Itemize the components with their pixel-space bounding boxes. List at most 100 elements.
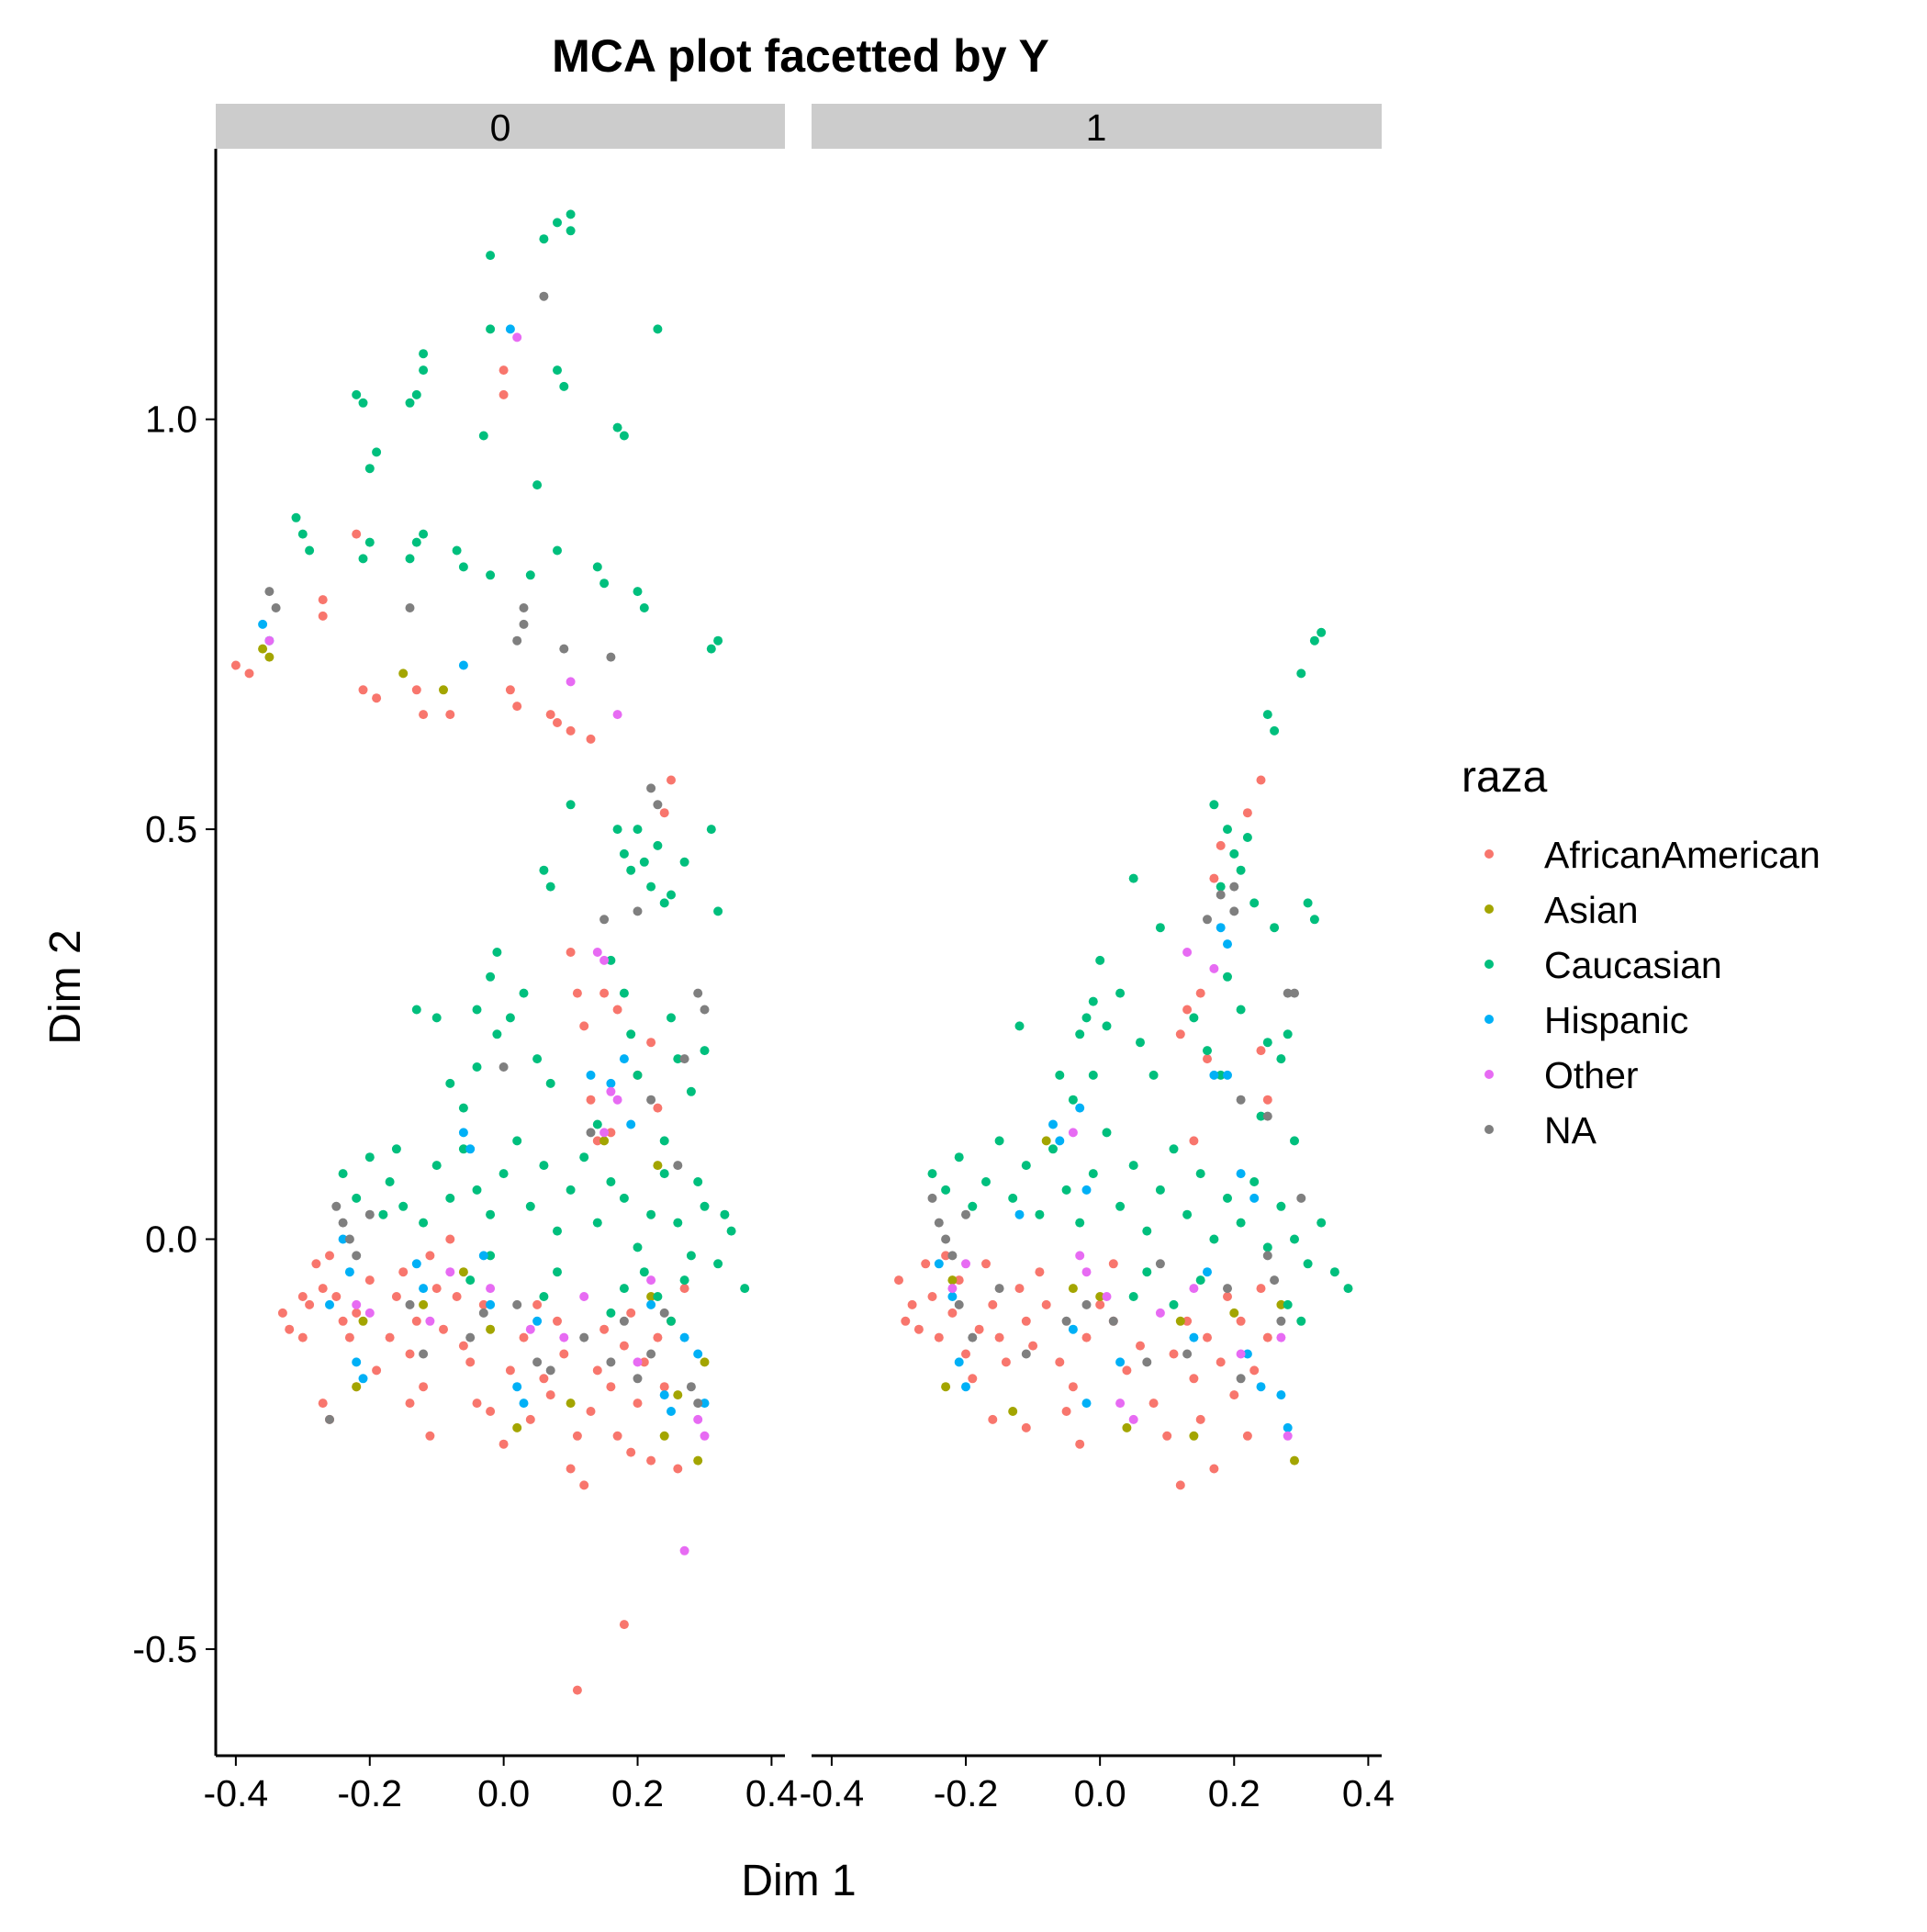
data-point-na xyxy=(499,1062,509,1072)
data-point-africanamerican xyxy=(626,1447,636,1457)
data-point-other xyxy=(947,1284,958,1294)
data-point-africanamerican xyxy=(579,1021,589,1031)
data-point-africanamerican xyxy=(1122,1365,1132,1376)
data-point-na xyxy=(1236,1095,1246,1105)
data-point-caucasian xyxy=(553,1267,562,1277)
data-point-na xyxy=(1108,1316,1118,1326)
data-point-caucasian xyxy=(486,324,496,334)
x-tick-label: -0.4 xyxy=(800,1772,865,1814)
data-point-caucasian xyxy=(1102,1021,1112,1031)
data-point-caucasian xyxy=(539,234,549,244)
data-point-other xyxy=(1102,1292,1112,1301)
data-point-caucasian xyxy=(1169,1299,1179,1309)
data-point-na xyxy=(653,800,663,810)
data-point-caucasian xyxy=(1136,1038,1145,1048)
data-point-caucasian xyxy=(619,1284,629,1294)
x-tick-label: -0.2 xyxy=(337,1772,402,1814)
data-point-africanamerican xyxy=(425,1431,435,1441)
data-point-africanamerican xyxy=(633,1398,643,1409)
data-point-caucasian xyxy=(667,890,676,900)
data-point-na xyxy=(1229,882,1239,892)
data-point-africanamerican xyxy=(431,1284,442,1294)
data-point-caucasian xyxy=(472,1005,482,1015)
data-point-hispanic xyxy=(1203,1267,1212,1277)
data-point-caucasian xyxy=(352,1193,362,1203)
data-point-africanamerican xyxy=(1108,1259,1118,1269)
y-tick-label: 0.5 xyxy=(145,808,197,850)
data-point-africanamerican xyxy=(679,1284,689,1294)
data-point-caucasian xyxy=(1262,710,1272,720)
data-point-caucasian xyxy=(1283,1299,1293,1309)
legend-key-caucasian xyxy=(1484,960,1494,969)
data-point-africanamerican xyxy=(1242,1431,1252,1441)
data-point-caucasian xyxy=(646,1209,656,1219)
data-point-caucasian xyxy=(492,948,502,957)
data-point-na xyxy=(1155,1259,1165,1269)
data-point-africanamerican xyxy=(592,1136,602,1146)
data-point-caucasian xyxy=(693,1177,703,1186)
data-point-caucasian xyxy=(1061,1185,1071,1195)
data-point-africanamerican xyxy=(331,1292,342,1301)
data-point-caucasian xyxy=(338,1169,348,1179)
data-point-caucasian xyxy=(472,1062,482,1072)
data-point-africanamerican xyxy=(1162,1431,1172,1441)
data-point-africanamerican xyxy=(659,808,669,818)
data-point-hispanic xyxy=(659,1390,669,1400)
data-point-other xyxy=(592,948,602,957)
data-point-africanamerican xyxy=(1216,840,1226,850)
x-tick-label: -0.2 xyxy=(934,1772,999,1814)
data-point-africanamerican xyxy=(499,389,509,399)
data-point-na xyxy=(545,1365,555,1376)
data-point-hispanic xyxy=(512,1382,522,1392)
y-tick-label: -0.5 xyxy=(132,1628,197,1670)
data-point-hispanic xyxy=(934,1259,944,1269)
data-point-caucasian xyxy=(1128,1292,1138,1301)
facet-strip-1 xyxy=(812,104,1382,149)
data-point-caucasian xyxy=(653,324,663,334)
data-point-africanamerican xyxy=(1182,1005,1193,1015)
data-point-caucasian xyxy=(499,1169,509,1179)
data-point-caucasian xyxy=(1169,1144,1179,1154)
data-point-caucasian xyxy=(566,800,576,810)
data-point-caucasian xyxy=(398,1201,409,1211)
legend-key-asian xyxy=(1484,904,1494,914)
data-point-caucasian xyxy=(1223,1193,1232,1203)
data-point-caucasian xyxy=(1290,1234,1299,1244)
data-point-other xyxy=(1209,963,1219,973)
data-point-other xyxy=(1115,1398,1126,1409)
data-point-africanamerican xyxy=(921,1259,931,1269)
data-point-hispanic xyxy=(1189,1332,1199,1342)
data-point-caucasian xyxy=(553,1226,562,1236)
facet-strip-label-0: 0 xyxy=(490,107,511,149)
data-point-africanamerican xyxy=(405,1349,415,1359)
data-point-africanamerican xyxy=(639,1357,649,1367)
data-point-na xyxy=(519,619,529,629)
data-point-africanamerican xyxy=(285,1324,295,1334)
data-point-caucasian xyxy=(713,635,723,646)
data-point-caucasian xyxy=(358,554,368,564)
data-point-na xyxy=(673,1161,683,1171)
data-point-caucasian xyxy=(525,1201,535,1211)
y-tick-label: 1.0 xyxy=(145,399,197,441)
data-point-hispanic xyxy=(458,1128,468,1138)
data-point-asian xyxy=(419,1299,429,1309)
data-point-africanamerican xyxy=(398,1267,409,1277)
data-point-africanamerican xyxy=(372,693,382,703)
data-point-caucasian xyxy=(472,1185,482,1195)
data-point-caucasian xyxy=(1236,865,1246,875)
data-point-africanamerican xyxy=(1216,1357,1226,1367)
data-point-caucasian xyxy=(626,865,636,875)
data-point-caucasian xyxy=(1088,1070,1098,1080)
plot-title: MCA plot facetted by Y xyxy=(552,30,1049,82)
data-point-africanamerican xyxy=(667,775,676,785)
data-point-other xyxy=(1236,1349,1246,1359)
y-axis-title: Dim 2 xyxy=(41,929,90,1044)
data-point-caucasian xyxy=(1249,1177,1260,1186)
data-point-na xyxy=(1296,1193,1306,1203)
data-point-africanamerican xyxy=(305,1299,315,1309)
data-point-caucasian xyxy=(1021,1161,1031,1171)
data-point-africanamerican xyxy=(318,595,328,605)
data-point-hispanic xyxy=(1216,923,1226,933)
data-point-africanamerican xyxy=(325,1251,334,1261)
data-point-africanamerican xyxy=(894,1275,903,1286)
